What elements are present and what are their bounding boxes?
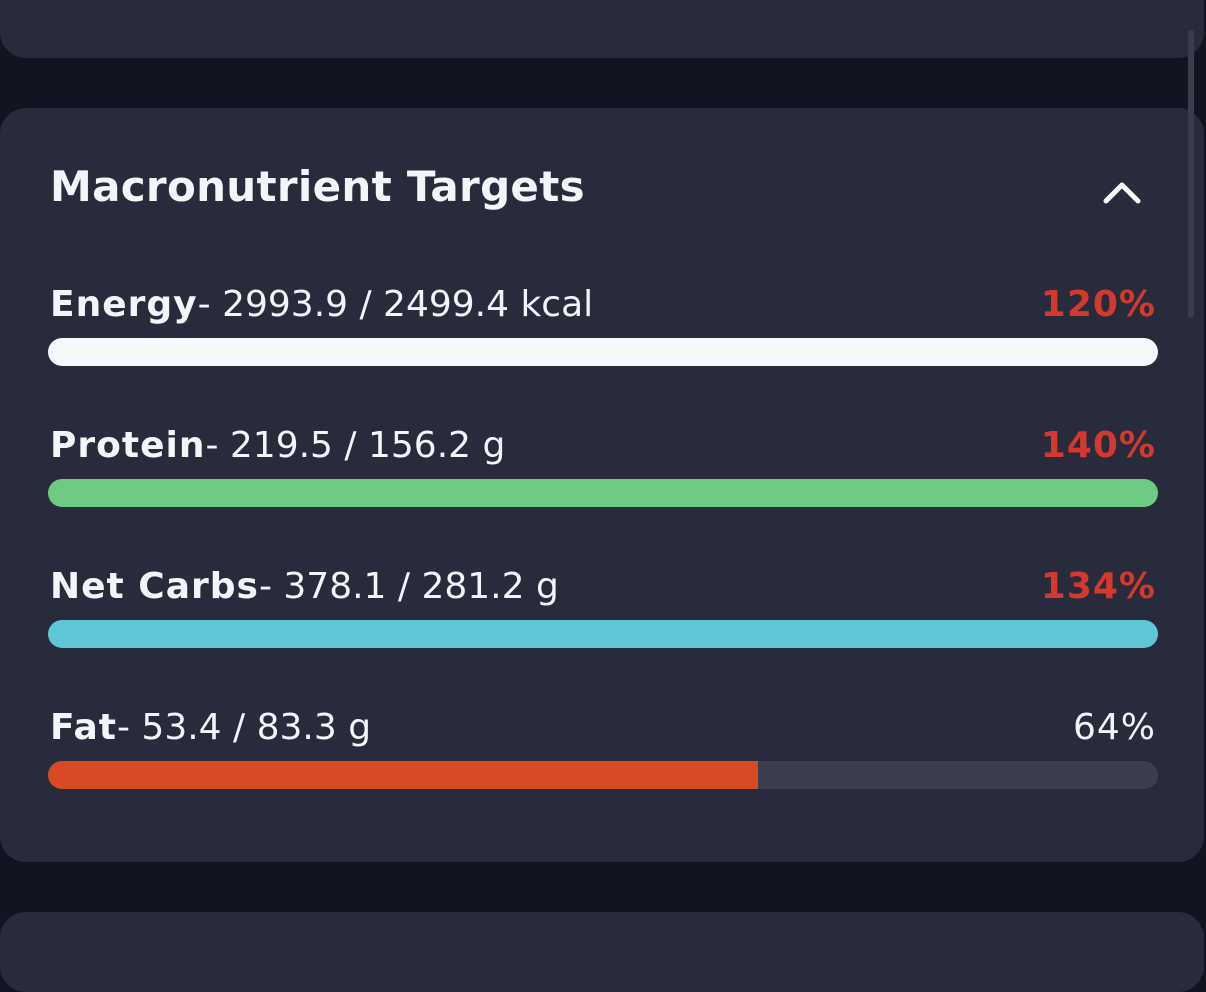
macro-detail: - 2993.9 / 2499.4 kcal — [197, 284, 594, 325]
macro-name: Net Carbs — [50, 566, 259, 607]
macro-label: Fat- 53.4 / 83.3 g — [50, 707, 371, 748]
percent-label: 140% — [1040, 425, 1156, 466]
card-title: Macronutrient Targets — [50, 162, 585, 211]
percent-label: 120% — [1040, 284, 1156, 325]
macro-label: Energy- 2993.9 / 2499.4 kcal — [50, 284, 593, 325]
macro-name: Protein — [50, 425, 206, 466]
percent-label: 64% — [1072, 707, 1156, 748]
macro-name: Fat — [50, 707, 117, 748]
macro-detail: - 378.1 / 281.2 g — [258, 566, 559, 607]
progress-track — [48, 479, 1158, 507]
collapse-button[interactable] — [1100, 175, 1144, 209]
macro-name: Energy — [50, 284, 198, 325]
scrollbar[interactable] — [1188, 30, 1194, 318]
card — [0, 912, 1204, 992]
progress-fill — [48, 620, 1158, 648]
card — [0, 0, 1204, 58]
percent-label: 134% — [1040, 566, 1156, 607]
progress-fill — [48, 338, 1158, 366]
progress-fill — [48, 479, 1158, 507]
progress-track — [48, 338, 1158, 366]
progress-fill — [48, 761, 759, 789]
macro-label: Net Carbs- 378.1 / 281.2 g — [50, 566, 559, 607]
macro-label: Protein- 219.5 / 156.2 g — [50, 425, 505, 466]
macro-detail: - 53.4 / 83.3 g — [116, 707, 372, 748]
macro-detail: - 219.5 / 156.2 g — [205, 425, 506, 466]
progress-track — [48, 620, 1158, 648]
progress-track — [48, 761, 1158, 789]
